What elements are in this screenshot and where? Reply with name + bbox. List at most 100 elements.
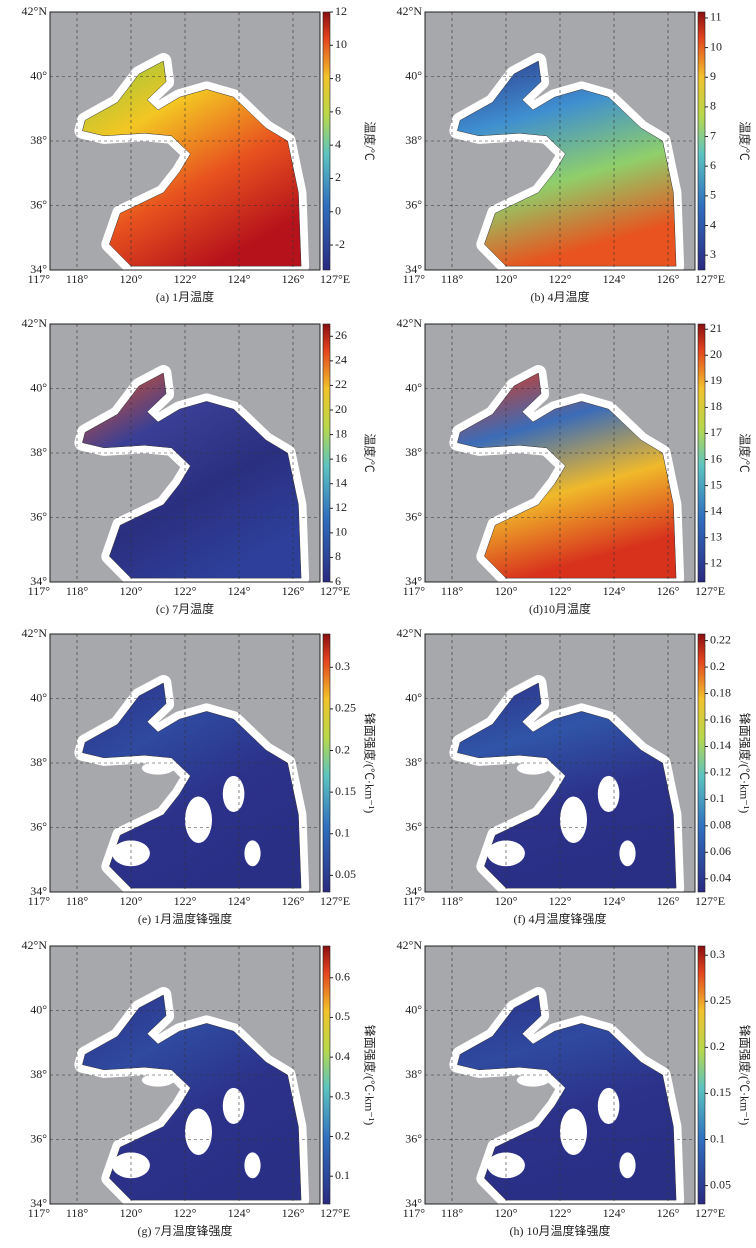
colorbar-tick-label: 18 [710,399,722,413]
colorbar-tick-label: 6 [710,158,716,172]
colorbar-tick-label: 20 [710,347,722,361]
lon-tick-label: 117° [403,272,426,286]
lon-tick-label: 127°E [695,1206,725,1220]
lon-tick-label: 127°E [320,894,350,908]
lat-tick-label: 38° [30,133,47,147]
map-frame [49,633,321,893]
colorbar-tick-label: 10 [710,39,722,53]
sea [457,994,677,1201]
colorbar-tick-label: 14 [710,503,722,517]
lat-tick-label: 36° [405,197,422,211]
no-front-area [244,840,261,867]
colorbar-tick-label: 6 [335,574,341,588]
map-frame [424,633,696,893]
lat-tick-label: 40° [405,1002,422,1016]
colorbar-label: 锋面强度/(℃·km⁻¹) [362,1025,377,1126]
lon-tick-label: 120° [120,894,143,908]
lat-tick-label: 34° [405,574,422,588]
lat-tick-label: 34° [30,574,47,588]
colorbar [697,11,706,271]
lon-tick-label: 124° [228,584,251,598]
lon-tick-label: 127°E [320,272,350,286]
colorbar [322,11,331,271]
lon-tick-label: 120° [495,584,518,598]
lat-tick-label: 36° [30,819,47,833]
no-front-area [619,1152,636,1179]
lat-tick-label: 42°N [397,316,423,330]
lon-tick-label: 117° [28,1206,51,1220]
panel-caption: (e) 1月温度锋强度 [138,911,232,926]
lon-tick-label: 124° [228,272,251,286]
colorbar-tick-label: 0.1 [710,791,725,805]
lat-tick-label: 36° [30,197,47,211]
colorbar-tick-label: 8 [335,549,341,563]
colorbar-tick-label: 11 [710,10,722,24]
lon-tick-label: 126° [657,894,680,908]
colorbar-tick-label: 16 [710,451,722,465]
lon-tick-label: 124° [228,1206,251,1220]
colorbar-label: 锋面强度/(℃·km⁻¹) [737,1025,752,1126]
lat-tick-label: 38° [30,755,47,769]
map-frame [424,323,696,583]
colorbar-tick-label: 0.06 [710,844,731,858]
colorbar [322,323,331,583]
lon-tick-label: 118° [66,1206,89,1220]
colorbar-tick-label: 0.25 [335,701,356,715]
lon-tick-label: 126° [657,272,680,286]
lon-tick-label: 120° [120,584,143,598]
lat-tick-label: 42°N [397,938,423,952]
no-front-area [112,840,150,867]
colorbar-tick-label: 4 [335,137,341,151]
panel-caption: (f) 4月温度锋强度 [514,911,607,926]
colorbar-tick-label: 0.05 [335,867,356,881]
colorbar-tick-label: 10 [335,525,347,539]
colorbar-tick-label: 0.04 [710,871,731,885]
no-front-area [141,1073,175,1087]
colorbar [322,633,331,893]
colorbar-tick-label: 0.2 [710,1039,725,1053]
colorbar-tick-label: 0.3 [335,659,350,673]
colorbar-tick-label: 24 [335,353,347,367]
no-front-area [112,1152,150,1179]
colorbar-tick-label: 22 [335,377,347,391]
lon-tick-label: 126° [282,894,305,908]
colorbar-tick-label: 0.14 [710,738,731,752]
colorbar-tick-label: 0.15 [335,784,356,798]
lon-tick-label: 120° [120,1206,143,1220]
lon-tick-label: 120° [495,272,518,286]
colorbar-tick-label: 0.12 [710,765,731,779]
lon-tick-label: 122° [174,584,197,598]
colorbar [697,945,706,1205]
colorbar-tick-label: 0.05 [710,1177,731,1191]
lon-tick-label: 122° [174,894,197,908]
colorbar [697,323,706,583]
lon-tick-label: 124° [603,1206,626,1220]
lat-tick-label: 38° [405,755,422,769]
lat-tick-label: 34° [405,1196,422,1210]
no-front-area [597,775,620,813]
lat-tick-label: 36° [405,819,422,833]
sea [82,994,302,1201]
lat-tick-label: 34° [30,884,47,898]
lon-tick-label: 118° [66,272,89,286]
colorbar-tick-label: 10 [335,37,347,51]
lon-tick-label: 118° [441,272,464,286]
no-front-area [222,775,245,813]
colorbar-tick-label: 0.1 [335,1168,350,1182]
colorbar-tick-label: 8 [710,99,716,113]
colorbar-tick-label: 4 [710,217,716,231]
lat-tick-label: 40° [30,690,47,704]
lon-tick-label: 126° [657,1206,680,1220]
map-frame [424,11,696,271]
no-front-area [185,796,212,843]
lat-tick-label: 42°N [22,316,48,330]
colorbar-tick-label: -2 [335,237,345,251]
colorbar-tick-label: 0.1 [710,1131,725,1145]
lon-tick-label: 118° [441,584,464,598]
no-front-area [244,1152,261,1179]
lat-tick-label: 38° [405,1067,422,1081]
lon-tick-label: 124° [228,894,251,908]
lat-tick-label: 40° [30,380,47,394]
lon-tick-label: 126° [282,272,305,286]
